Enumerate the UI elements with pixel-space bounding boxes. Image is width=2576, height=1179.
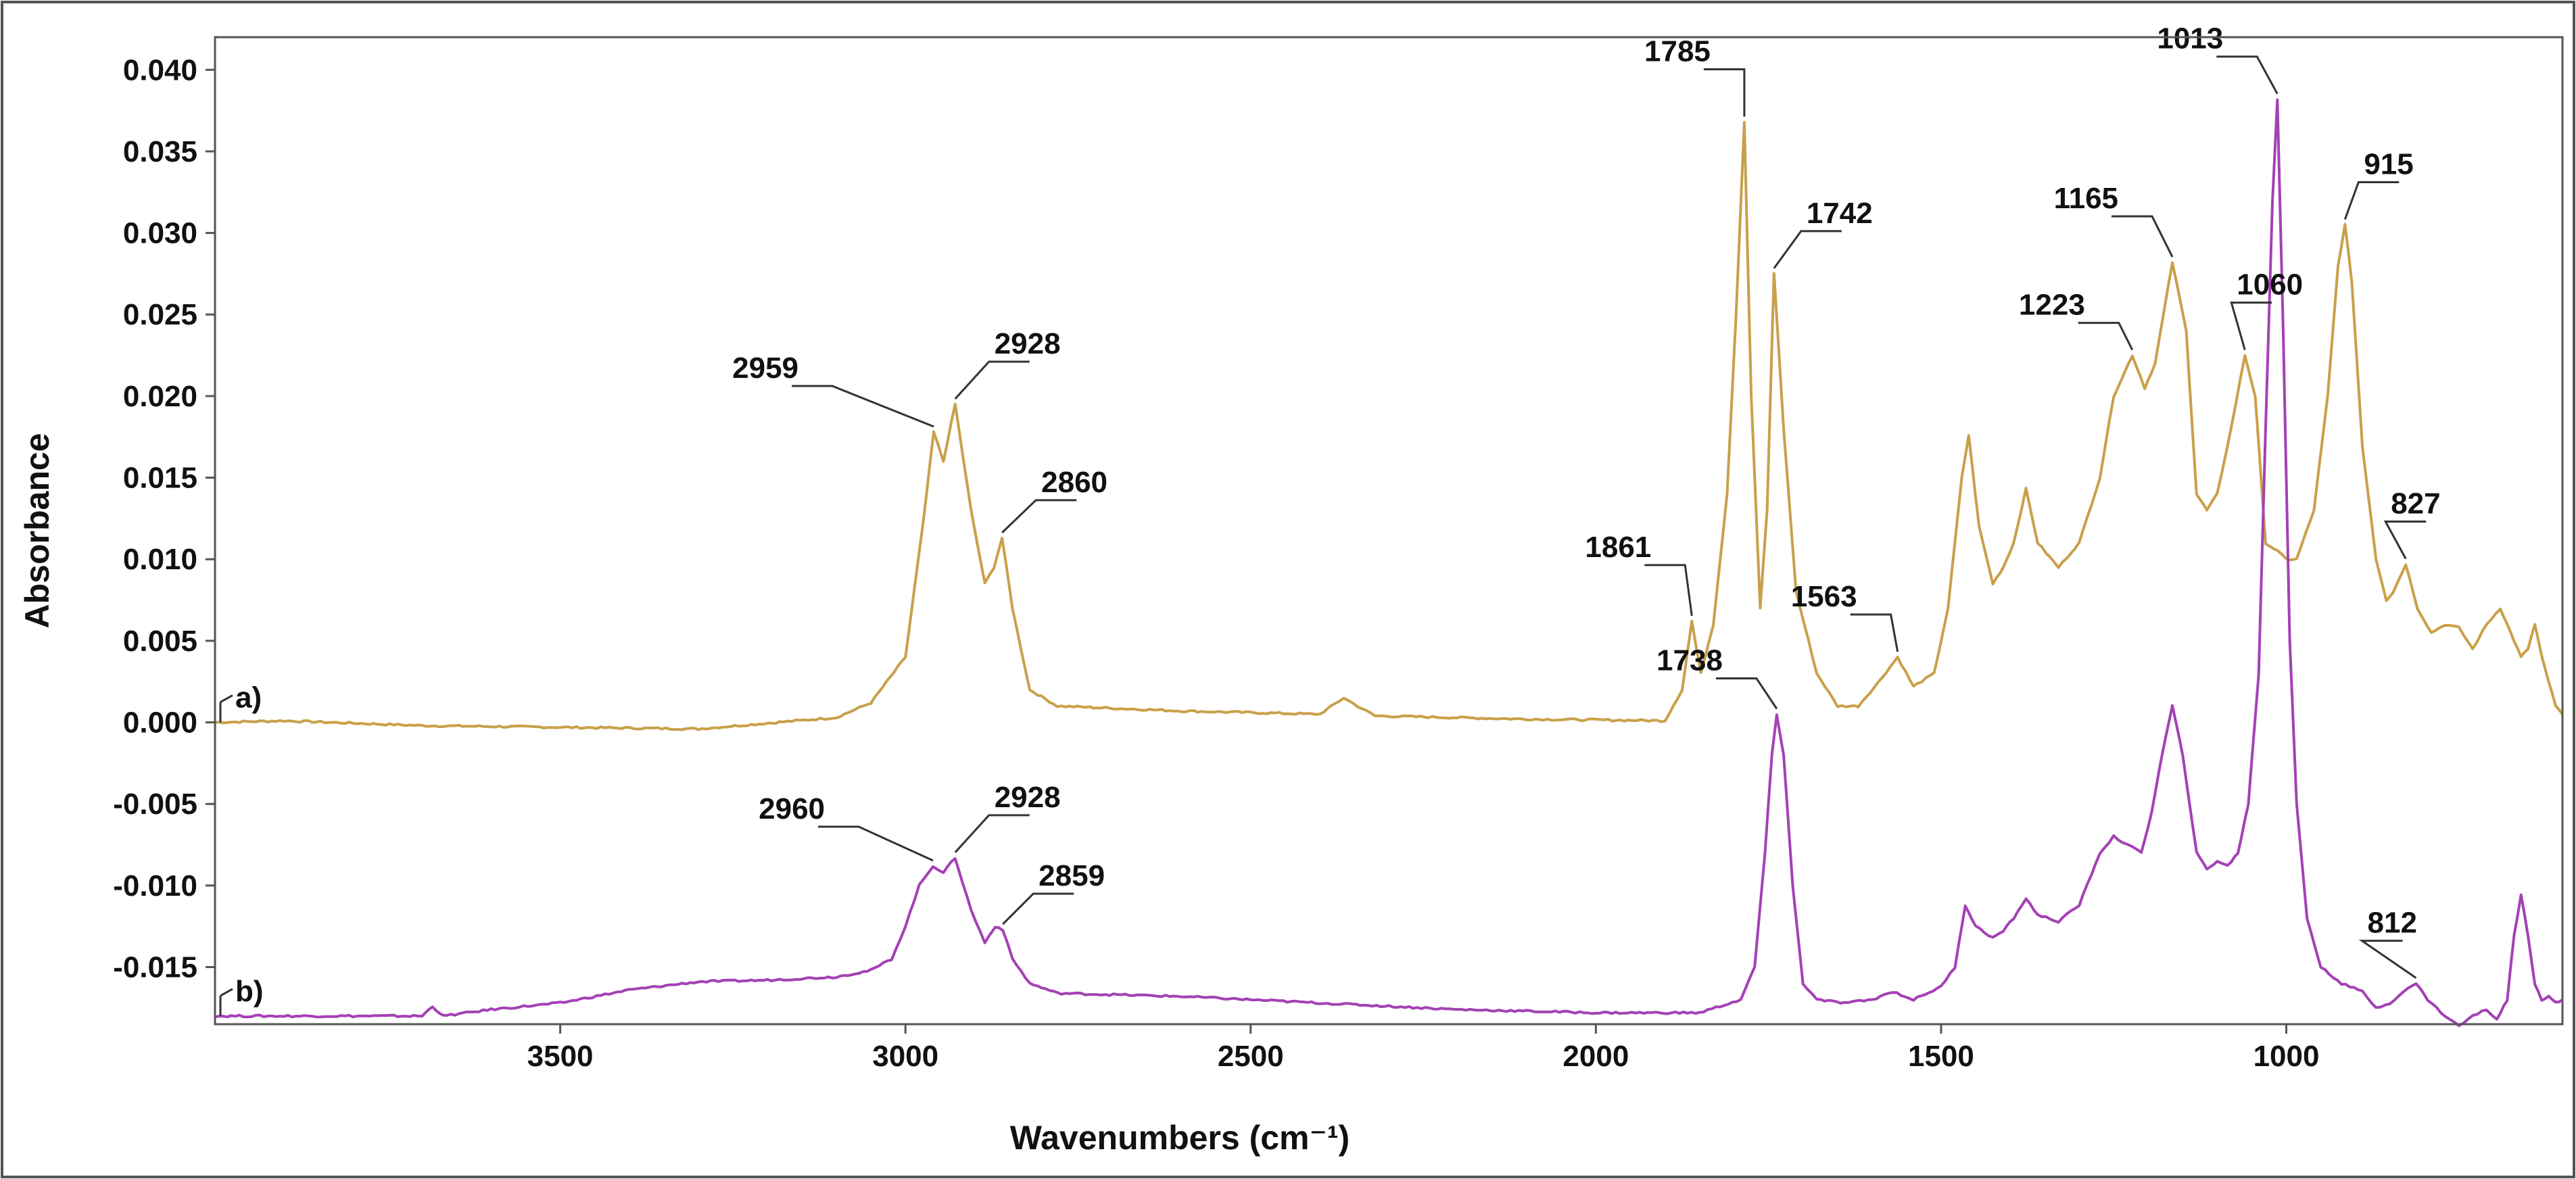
peak-leader-line — [1850, 613, 1899, 652]
peak-leader-line — [2230, 302, 2272, 350]
spectrum-line-a — [214, 120, 2564, 731]
y-tick-label: -0.010 — [113, 869, 197, 903]
peak-leader-line — [818, 825, 934, 862]
x-tick-label: 3500 — [527, 1040, 594, 1073]
peak-label: 1738 — [1656, 644, 1723, 677]
peak-label: 915 — [2364, 148, 2413, 181]
peak-leader-line — [1002, 892, 1074, 925]
peak-label: 812 — [2368, 907, 2417, 940]
y-tick-label: 0.040 — [123, 53, 197, 87]
y-tick-label: 0.035 — [123, 135, 197, 168]
peak-label: 1060 — [2237, 268, 2303, 302]
y-tick-label: 0.025 — [123, 298, 197, 331]
y-axis-title: Absorbance — [18, 433, 56, 629]
spectrum-line-b — [214, 98, 2564, 1028]
peak-label: 2859 — [1039, 859, 1105, 892]
peak-label: 1563 — [1791, 580, 1857, 613]
y-tick-label: 0.015 — [123, 462, 197, 495]
peak-leader-line — [1644, 564, 1693, 617]
y-tick-label: 0.030 — [123, 217, 197, 250]
y-tick-label: 0.010 — [123, 543, 197, 576]
peak-leader-line — [2078, 322, 2134, 351]
peak-label: 2928 — [995, 327, 1061, 360]
series-tag-leader — [220, 694, 233, 703]
x-tick-label: 2000 — [1563, 1040, 1629, 1073]
peak-leader-line — [1001, 499, 1077, 533]
peak-label: 1861 — [1585, 531, 1651, 564]
peak-leader-line — [954, 814, 1030, 853]
x-tick-label: 1000 — [2253, 1040, 2320, 1073]
peak-label: 2860 — [1041, 466, 1107, 499]
peak-leader-line — [2358, 940, 2417, 979]
y-tick-label: -0.005 — [113, 788, 197, 821]
x-tick-label: 1500 — [1908, 1040, 1974, 1073]
series-tag-leader — [220, 988, 233, 997]
peak-label: 2960 — [759, 792, 825, 825]
x-tick-label: 3000 — [872, 1040, 938, 1073]
peak-label: 2959 — [732, 352, 798, 385]
peak-leader-line — [1773, 230, 1842, 269]
plot-content: a) b) 2959 2928 2860 1861 1785 1742 1563 1223 1165… — [214, 22, 2564, 1028]
x-tick-label: 2500 — [1218, 1040, 1284, 1073]
peak-leader-line — [1703, 68, 1746, 117]
plot-area-frame — [214, 36, 2564, 1026]
peak-label: 1742 — [1807, 197, 1873, 230]
peak-leader-line — [1715, 677, 1778, 710]
peak-label: 1165 — [2054, 182, 2118, 215]
x-axis: 3500 3000 2500 2000 1500 1000 — [527, 1024, 2320, 1073]
y-tick-label: 0.000 — [123, 706, 197, 740]
y-axis: 0.040 0.035 0.030 0.025 0.020 0.015 0.010 0.005… — [113, 53, 215, 984]
y-tick-label: 0.020 — [123, 380, 197, 413]
peak-leader-line — [2216, 55, 2279, 95]
y-tick-label: -0.015 — [113, 951, 197, 984]
peak-leader-line — [792, 385, 934, 428]
peak-leader-line — [2112, 215, 2174, 258]
y-tick-label: 0.005 — [123, 625, 197, 658]
peak-label: 827 — [2391, 487, 2440, 520]
series-tag: b) — [235, 975, 264, 1008]
peak-leader-line — [954, 360, 1030, 400]
peak-label: 1223 — [2019, 289, 2085, 322]
x-axis-title: Wavenumbers (cm⁻¹) — [1010, 1119, 1350, 1157]
peak-label: 2928 — [995, 781, 1061, 814]
peak-leader-line — [2383, 520, 2427, 560]
series-tag: a) — [235, 681, 262, 715]
peak-label: 1013 — [2157, 22, 2223, 55]
peak-leader-line — [2343, 181, 2400, 220]
peak-label: 1785 — [1644, 34, 1711, 68]
